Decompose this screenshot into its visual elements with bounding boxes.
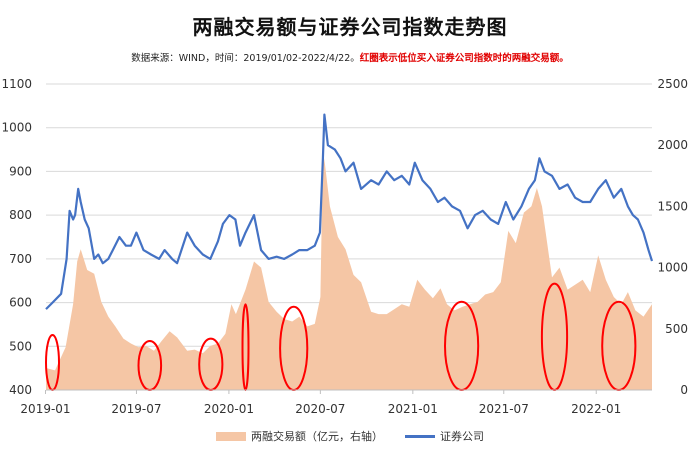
y-left-tick-label: 800: [9, 208, 32, 222]
y-right-tick-label: 2000: [657, 138, 688, 152]
legend: 两融交易额（亿元，右轴） 证券公司: [0, 428, 700, 444]
legend-swatch-area: [216, 431, 246, 441]
y-left-tick-label: 400: [9, 383, 32, 397]
x-tick-label: 2019-07: [111, 402, 161, 416]
legend-label-area: 两融交易额（亿元，右轴）: [251, 430, 383, 443]
y-left-tick-label: 600: [9, 296, 32, 310]
annotation-circles: [45, 282, 637, 392]
x-tick-label: 2021-07: [479, 402, 529, 416]
legend-swatch-line: [405, 434, 435, 438]
x-tick-label: 2021-01: [388, 402, 438, 416]
subtitle-note: 红圈表示低位买入证券公司指数时的两融交易额。: [359, 53, 569, 64]
y-left-tick-label: 700: [9, 252, 32, 266]
x-tick-label: 2020-01: [204, 402, 254, 416]
subtitle-source: 数据来源：WIND，时间：2019/01/02-2022/4/22。: [131, 53, 360, 64]
y-right-tick-label: 2500: [657, 77, 688, 91]
y-right-tick-label: 1500: [657, 199, 688, 213]
axes: 400 500 600 700 800 900 1000 1100 0 500 1000 1500 20…: [1, 77, 688, 416]
y-right-tick-label: 500: [665, 322, 688, 336]
y-left-tick-label: 900: [9, 164, 32, 178]
area-fill: [46, 151, 652, 390]
legend-item-line: 证券公司: [405, 428, 484, 444]
x-tick-label: 2020-07: [295, 402, 345, 416]
y-right-tick-label: 0: [680, 383, 688, 397]
y-right-tick-label: 1000: [657, 261, 688, 275]
y-left-tick-label: 1000: [1, 121, 32, 135]
y-left-tick-label: 1100: [1, 77, 32, 91]
chart-subtitle: 数据来源：WIND，时间：2019/01/02-2022/4/22。红圈表示低位…: [0, 50, 700, 64]
x-tick-label: 2022-01: [571, 402, 621, 416]
chart-title: 两融交易额与证券公司指数走势图: [192, 15, 508, 39]
y-left-tick-label: 500: [9, 339, 32, 353]
x-tick-label: 2019-01: [20, 402, 70, 416]
legend-label-line: 证券公司: [440, 430, 484, 443]
legend-item-area: 两融交易额（亿元，右轴）: [216, 428, 383, 444]
series-line: [45, 113, 654, 310]
